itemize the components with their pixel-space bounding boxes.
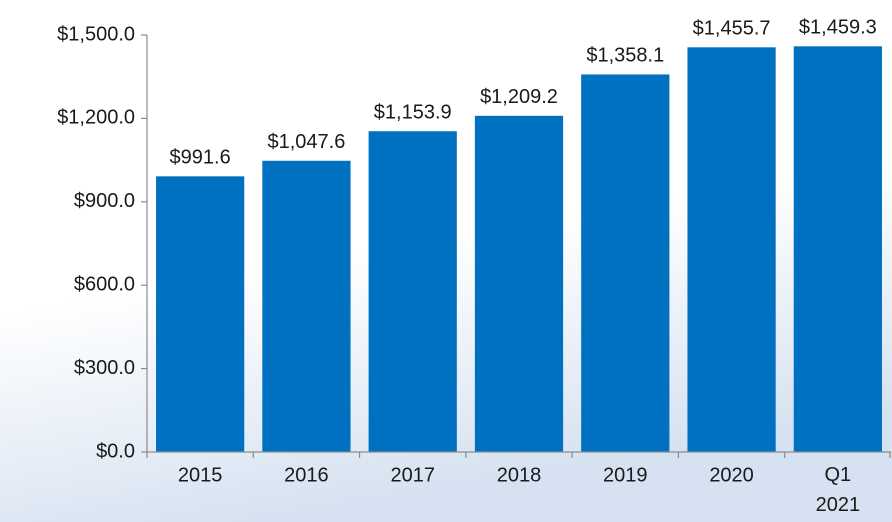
x-tick-label: Q1 2021 (816, 464, 861, 516)
y-tick-label: $1,500.0 (57, 23, 135, 45)
x-tick-label: 2019 (603, 464, 648, 486)
x-tick-label: 2018 (497, 464, 542, 486)
x-tick-label: 2015 (178, 464, 223, 486)
value-label: $1,047.6 (267, 131, 345, 153)
x-tick-label: 2020 (709, 464, 754, 486)
bar (474, 115, 564, 452)
value-label: $991.6 (170, 147, 231, 169)
value-label: $1,459.3 (799, 17, 877, 39)
y-tick-label: $300.0 (74, 357, 135, 379)
bar (368, 131, 457, 452)
y-tick-label: $900.0 (74, 190, 135, 212)
x-tick-label: 2016 (284, 464, 329, 486)
value-label: $1,153.9 (374, 101, 452, 123)
y-tick-label: $1,200.0 (57, 107, 135, 129)
value-label: $1,455.7 (693, 18, 771, 40)
y-tick-label: $0.0 (96, 440, 135, 462)
bar (793, 46, 882, 452)
bar (262, 160, 351, 452)
value-label: $1,209.2 (480, 86, 558, 108)
bar (687, 47, 776, 452)
bar (581, 74, 670, 453)
y-tick-label: $600.0 (74, 273, 135, 295)
bar (156, 176, 245, 452)
value-label: $1,358.1 (586, 45, 664, 67)
x-tick-label: 2017 (390, 464, 435, 486)
